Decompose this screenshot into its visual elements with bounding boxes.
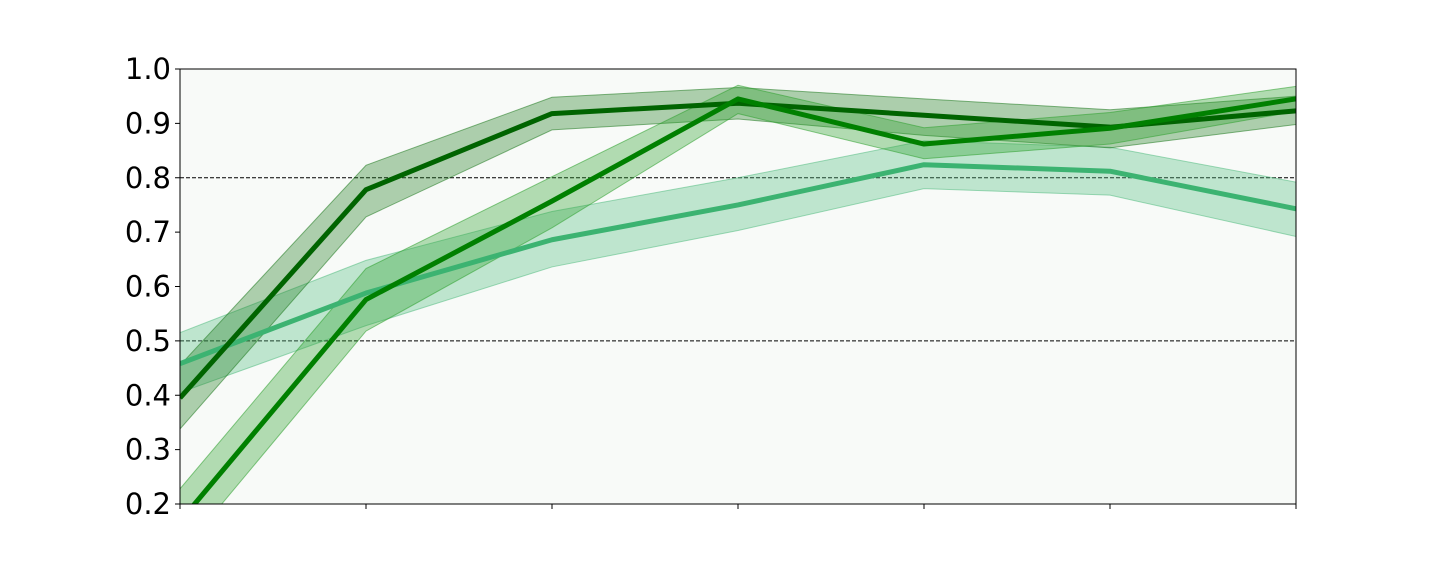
y-tick-label: 0.7 bbox=[125, 215, 171, 249]
confidence-band-1 bbox=[180, 140, 1296, 394]
plot-background bbox=[180, 69, 1296, 504]
y-tick-label: 0.8 bbox=[125, 161, 171, 195]
series-line-3 bbox=[191, 96, 1296, 504]
y-tick-label: 0.2 bbox=[125, 487, 171, 521]
confidence-band-2 bbox=[180, 86, 1296, 430]
x-axis bbox=[179, 504, 1297, 509]
confidence-bands bbox=[180, 84, 1296, 504]
series-line-1 bbox=[180, 162, 1296, 367]
y-tick-label: 0.3 bbox=[125, 433, 171, 467]
y-tick-label: 0.5 bbox=[125, 324, 171, 358]
y-tick-label: 0.9 bbox=[125, 106, 171, 140]
series-lines bbox=[180, 96, 1296, 504]
y-tick-label: 0.4 bbox=[125, 378, 171, 412]
y-tick-label: 1.0 bbox=[125, 52, 171, 86]
confidence-band-3 bbox=[180, 84, 1296, 504]
y-tick-label: 0.6 bbox=[125, 270, 171, 304]
y-axis: 0.2 0.3 0.4 0.5 0.6 0.7 0.8 0.9 1.0 bbox=[125, 52, 180, 521]
